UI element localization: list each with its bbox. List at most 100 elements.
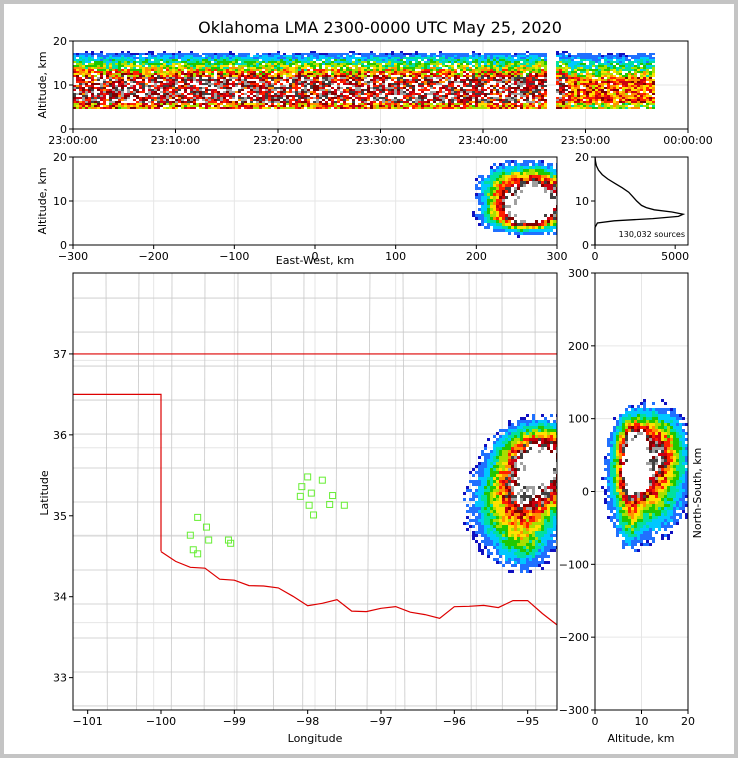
time-height-cell [502,95,505,97]
time-height-cell [607,65,610,67]
time-height-cell [283,69,286,71]
time-height-cell [436,71,439,73]
time-height-cell [529,95,532,97]
time-height-cell [289,59,292,61]
time-height-cell [367,71,370,73]
time-height-cell [577,85,580,87]
time-height-cell [601,73,604,75]
time-height-cell [184,91,187,93]
time-height-cell [151,97,154,99]
time-height-cell [346,79,349,81]
time-height-cell [109,99,112,101]
time-height-cell [397,77,400,79]
time-height-cell [166,53,169,55]
time-height-cell [136,57,139,59]
time-height-cell [325,87,328,89]
time-height-cell [625,97,628,99]
time-height-cell [88,79,91,81]
time-height-cell [349,107,352,109]
time-height-cell [412,83,415,85]
time-height-cell [508,71,511,73]
time-height-cell [295,83,298,85]
time-height-cell [643,69,646,71]
time-height-cell [73,87,76,89]
time-height-cell [151,69,154,71]
time-height-cell [511,57,514,59]
time-height-cell [283,67,286,69]
time-height-cell [325,97,328,99]
time-height-cell [325,67,328,69]
time-height-cell [175,67,178,69]
time-height-cell [565,57,568,59]
time-height-cell [226,79,229,81]
time-height-cell [367,99,370,101]
time-height-cell [646,95,649,97]
time-height-cell [127,107,130,109]
time-height-cell [421,107,424,109]
time-height-panel: 23:00:00 23:10:00 23:20:00 23:30:00 23:40:00… [36,35,713,147]
time-height-cell [601,83,604,85]
time-height-cell [301,63,304,65]
time-height-cell [634,73,637,75]
time-height-cell [370,83,373,85]
time-height-cell [595,87,598,89]
time-height-cell [502,105,505,107]
time-height-cell [289,105,292,107]
time-height-cell [418,97,421,99]
time-height-cell [568,87,571,89]
time-height-cell [100,101,103,103]
time-height-cell [205,81,208,83]
time-height-cell [487,101,490,103]
time-height-cell [328,107,331,109]
time-height-cell [337,83,340,85]
time-height-cell [142,73,145,75]
time-height-cell [415,89,418,91]
time-height-cell [577,99,580,101]
time-height-cell [157,83,160,85]
time-height-cell [385,75,388,77]
time-height-cell [556,105,559,107]
time-height-cell [382,87,385,89]
time-height-cell [571,83,574,85]
time-height-cell [439,51,442,53]
time-height-cell [361,107,364,109]
time-height-cell [481,71,484,73]
time-height-cell [511,85,514,87]
time-height-cell [172,77,175,79]
time-height-cell [397,85,400,87]
ew-altitude-cell [481,178,484,181]
time-height-cell [367,69,370,71]
time-height-cell [289,69,292,71]
time-height-cell [355,77,358,79]
time-height-cell [379,53,382,55]
time-height-cell [85,99,88,101]
time-height-cell [268,85,271,87]
time-height-cell [124,61,127,63]
time-height-cell [175,81,178,83]
time-height-cell [436,89,439,91]
time-height-cell [325,89,328,91]
time-height-cell [562,71,565,73]
time-height-cell [145,57,148,59]
time-height-cell [79,107,82,109]
time-height-cell [523,69,526,71]
time-height-cell [403,85,406,87]
time-height-cell [433,87,436,89]
time-height-cell [331,71,334,73]
time-height-cell [505,59,508,61]
time-height-cell [94,107,97,109]
time-height-cell [403,57,406,59]
time-height-cell [493,73,496,75]
time-height-cell [526,77,529,79]
time-height-cell [79,85,82,87]
time-height-cell [607,97,610,99]
time-height-cell [106,73,109,75]
time-height-cell [259,63,262,65]
time-height-cell [430,61,433,63]
time-height-cell [427,77,430,79]
time-height-cell [382,85,385,87]
time-height-cell [373,73,376,75]
time-height-cell [289,89,292,91]
time-height-cell [487,57,490,59]
time-height-cell [457,97,460,99]
